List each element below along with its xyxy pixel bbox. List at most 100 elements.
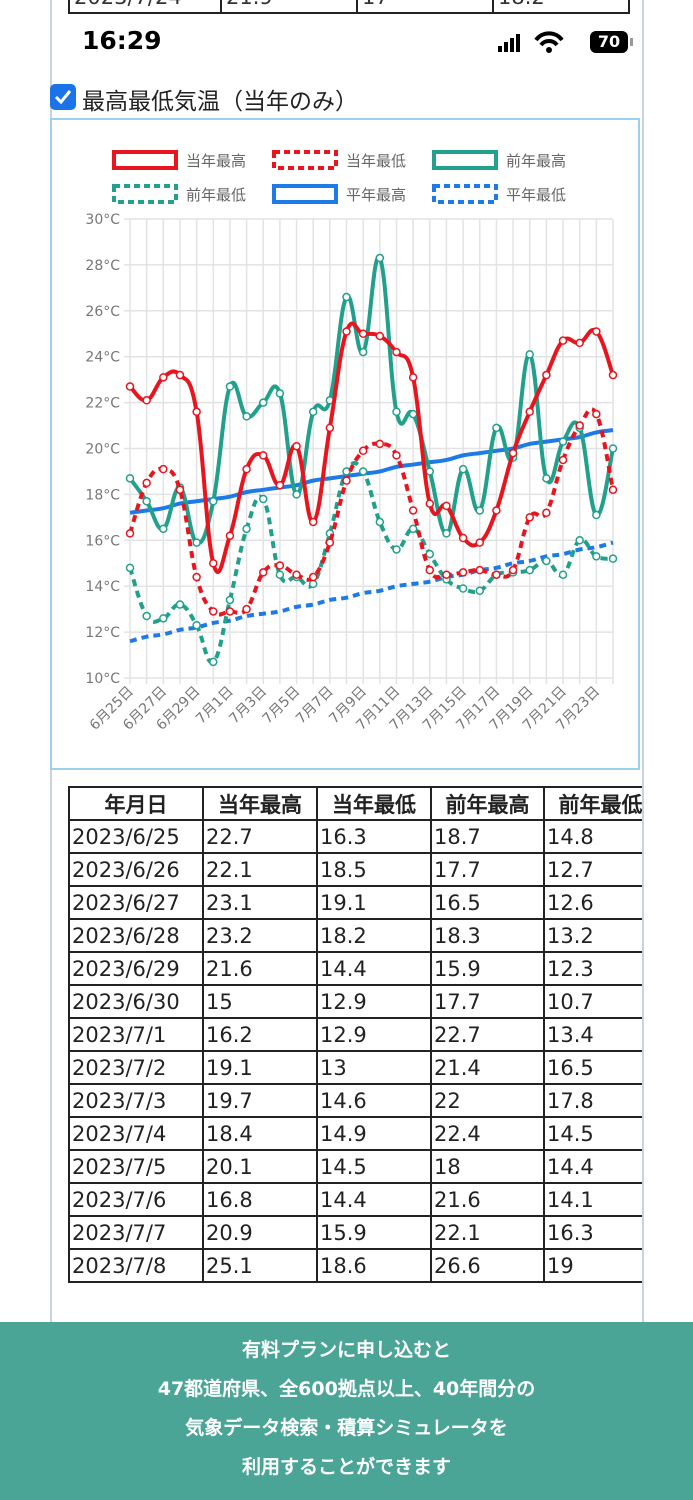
data-point [242, 524, 251, 534]
legend-swatch [432, 150, 498, 170]
table-cell: 12.3 [543, 951, 642, 986]
table-cell: 23.2 [202, 918, 318, 953]
table-cell: 21.6 [202, 951, 318, 986]
data-point [592, 327, 601, 336]
table-cell: 16.2 [202, 1017, 318, 1052]
table-cell: 22.7 [430, 1017, 545, 1052]
table-cell: 18.7 [430, 819, 545, 854]
legend-label: 平年最低 [506, 186, 566, 204]
data-point [592, 409, 601, 419]
data-point [308, 407, 318, 417]
table-cell: 2023/6/29 [68, 951, 204, 986]
table-row: 2023/7/720.915.922.116.318.713.4 [68, 1215, 642, 1250]
table-cell: 2023/7/6 [68, 1182, 204, 1217]
y-tick-label: 20°C [85, 442, 120, 458]
data-point [308, 579, 318, 589]
table-cell: 19 [543, 1248, 642, 1283]
data-point [209, 607, 218, 616]
legend-label: 前年最低 [186, 186, 246, 204]
cell: 21.9 [220, 0, 358, 14]
data-point [125, 563, 135, 573]
data-point [125, 474, 135, 483]
status-icons: 70 [498, 31, 633, 53]
y-tick-label: 12°C [85, 625, 120, 641]
table-cell: 2023/6/30 [68, 984, 204, 1019]
data-point [392, 451, 401, 460]
table-cell: 2023/6/28 [68, 918, 204, 953]
table-cell: 18.6 [316, 1248, 432, 1283]
data-point [342, 476, 351, 485]
data-point [192, 620, 201, 630]
data-point [425, 549, 435, 559]
data-point [525, 407, 534, 417]
table-cell: 14.6 [316, 1083, 432, 1118]
data-point [392, 347, 401, 357]
data-point [292, 570, 301, 579]
data-point [375, 517, 385, 527]
data-point [375, 439, 385, 449]
table-cell: 26.6 [430, 1248, 545, 1283]
data-point [325, 538, 335, 547]
data-point [408, 506, 418, 515]
series-line [129, 540, 614, 644]
data-point [442, 570, 451, 579]
legend-swatch [112, 184, 178, 204]
table-cell: 15.9 [430, 951, 545, 986]
checkbox-label[interactable]: 最高最低気温（当年のみ） [82, 89, 358, 115]
table-header: 前年最低 [543, 786, 642, 821]
data-point [142, 396, 151, 405]
legend-swatch [432, 184, 498, 204]
legend-label: 当年最低 [346, 152, 406, 170]
clock: 16:29 [82, 26, 162, 55]
table-wrapper: 年月日当年最高当年最低前年最高前年最低平年最高平年最低2023/6/2522.7… [68, 786, 642, 1346]
data-point [575, 338, 584, 348]
data-point [475, 565, 485, 575]
table-cell: 20.9 [202, 1215, 318, 1250]
data-point [475, 506, 485, 515]
data-point [592, 552, 601, 561]
data-point [575, 421, 584, 430]
data-point [142, 478, 151, 488]
data-point [342, 292, 351, 302]
legend-swatch [112, 150, 178, 170]
checkbox[interactable] [50, 84, 76, 110]
status-bar: 16:29 70 [52, 18, 640, 66]
data-point [408, 409, 418, 419]
data-point [209, 657, 218, 667]
data-point [275, 570, 285, 579]
data-point [175, 600, 185, 609]
data-point [225, 531, 235, 540]
table-cell: 23.1 [202, 885, 318, 920]
table-cell: 16.5 [430, 885, 545, 920]
data-point [492, 570, 501, 579]
legend-swatch [272, 150, 338, 170]
table-cell: 2023/7/8 [68, 1248, 204, 1283]
table-cell: 2023/6/26 [68, 852, 204, 887]
data-point [125, 382, 135, 391]
data-point [375, 331, 385, 341]
data-point [458, 533, 468, 543]
data-point [258, 568, 268, 577]
table-cell: 2023/6/25 [68, 819, 204, 854]
data-point [275, 389, 285, 398]
y-tick-label: 22°C [85, 396, 120, 412]
data-point [242, 464, 251, 474]
data-point [242, 412, 251, 421]
banner-line: 47都道府県、全600拠点以上、40年間分の [157, 1378, 536, 1400]
table-cell: 18.3 [430, 918, 545, 953]
table-cell: 10.7 [543, 984, 642, 1019]
data-point [542, 556, 551, 566]
data-point [392, 407, 401, 417]
table-cell: 2023/7/7 [68, 1215, 204, 1250]
table-cell: 19.1 [316, 885, 432, 920]
data-point [592, 510, 601, 520]
table-cell: 16.3 [316, 819, 432, 854]
promo-banner[interactable]: 有料プランに申し込むと 47都道府県、全600拠点以上、40年間分の 気象データ検索… [0, 1322, 693, 1500]
table-row: 2023/7/116.212.922.713.417.912.5 [68, 1017, 642, 1052]
table-cell: 15 [202, 984, 318, 1019]
